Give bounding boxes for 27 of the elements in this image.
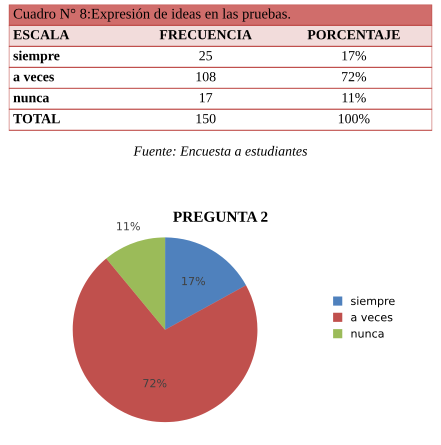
data-label: 72% — [143, 378, 166, 388]
text: 150 — [196, 114, 216, 124]
data-label: 17% — [182, 276, 206, 286]
legend-label: nunca — [351, 331, 384, 338]
chart-title: PREGUNTA 2 — [173, 212, 268, 222]
text: 72% — [342, 72, 366, 82]
legend-label: siempre — [351, 296, 395, 308]
text: FRECUENCIA — [160, 30, 252, 40]
source-note: Fuente: Encuesta a estudiantes — [133, 146, 308, 156]
text: siempre — [13, 50, 60, 64]
pie-slice — [72, 258, 258, 422]
text: 108 — [196, 72, 216, 82]
text: 17% — [342, 51, 366, 60]
text: 100% — [338, 114, 370, 124]
text: ESCALA — [13, 30, 70, 40]
text: 17 — [200, 93, 212, 102]
pie-slice — [106, 237, 166, 330]
text: Cuadro N° 8:Expresión de ideas en las pruebas. — [14, 8, 290, 22]
data-label: 11% — [117, 222, 140, 230]
pie-slice — [165, 237, 246, 330]
text: 11% — [342, 92, 366, 102]
text: TOTAL — [13, 114, 60, 124]
legend-label: a veces — [351, 315, 392, 322]
text: 25 — [199, 51, 212, 60]
text: PORCENTAJE — [308, 30, 400, 40]
text: nunca — [13, 96, 50, 102]
text: a veces — [14, 74, 54, 82]
